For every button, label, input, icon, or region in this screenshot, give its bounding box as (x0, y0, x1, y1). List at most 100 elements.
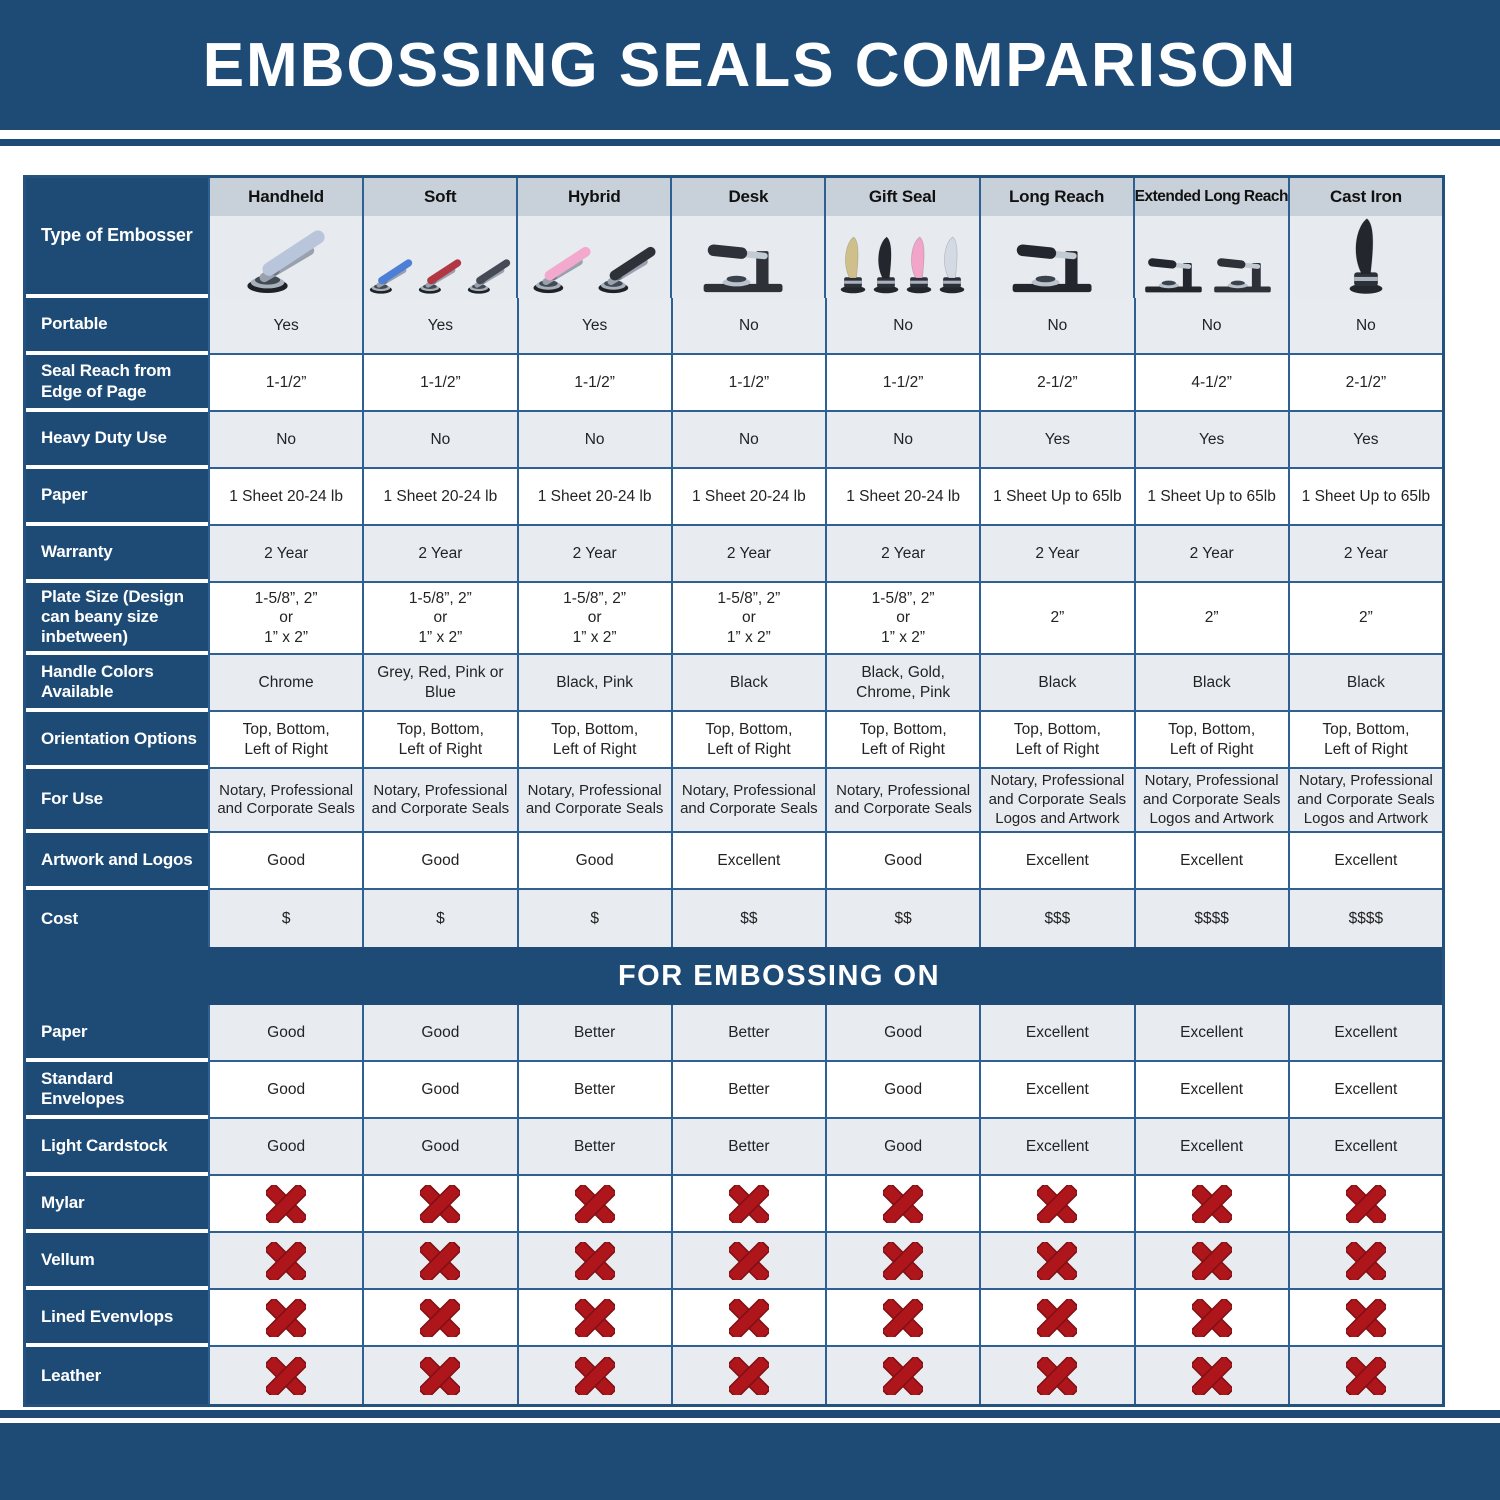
embosser-artwork (1144, 258, 1202, 293)
table-cell: Good (825, 1062, 980, 1120)
table-cell (1287, 1290, 1442, 1348)
table-cell: $ (208, 890, 363, 948)
table-cell (1287, 1233, 1442, 1291)
table-cell: Notary, Professional and Corporate Seals (208, 769, 363, 834)
type-of-embosser-row: Type of Embosser Handheld Soft Hybrid (26, 178, 1443, 298)
not-suitable-x-icon (728, 1356, 769, 1395)
footer-band (0, 1423, 1500, 1500)
embosser-artwork (873, 236, 899, 294)
table-row-seal-reach-from-edge-of-page: Seal Reach from Edge of Page 1-1/2” 1-1/2”… (26, 355, 1442, 412)
table-cell: No (516, 412, 671, 469)
not-suitable-x-icon (1191, 1184, 1232, 1223)
table-cell: Black, Gold, Chrome, Pink (825, 655, 980, 713)
table-cell: Good (208, 1119, 363, 1177)
table-cell: Yes (516, 298, 671, 355)
page-footer (0, 1410, 1500, 1500)
table-cell: Excellent (1287, 1119, 1442, 1177)
row-label: Heavy Duty Use (26, 412, 208, 469)
not-suitable-x-icon (1037, 1356, 1078, 1395)
table-cell: No (670, 412, 825, 469)
table-cell: Top, Bottom, Left of Right (516, 712, 671, 770)
table-cell: Notary, Professional and Corporate Seals… (1133, 769, 1288, 834)
embosser-artwork (468, 259, 511, 294)
column-handheld: Handheld (208, 178, 363, 298)
table-cell: 1-1/2” (362, 355, 517, 412)
embosser-artwork (1012, 244, 1092, 293)
table-cell: 1-5/8”, 2” or 1” x 2” (516, 583, 671, 656)
not-suitable-x-icon (1191, 1356, 1232, 1395)
row-label: Artwork and Logos (26, 833, 208, 891)
table-cell: Notary, Professional and Corporate Seals (362, 769, 517, 834)
column-header-label: Hybrid (518, 178, 671, 216)
column-header-label: Long Reach (980, 178, 1133, 216)
table-cell: Top, Bottom, Left of Right (825, 712, 980, 770)
footer-divider-white (0, 1418, 1500, 1423)
table-cell (825, 1347, 980, 1405)
not-suitable-x-icon (266, 1298, 307, 1337)
not-suitable-x-icon (574, 1184, 615, 1223)
not-suitable-x-icon (420, 1356, 461, 1395)
table-cell: Excellent (1133, 1062, 1288, 1120)
table-row-cost: Cost $ $ $ $$ $$ $$$ $$$$ $$$$ (26, 890, 1442, 948)
not-suitable-x-icon (420, 1241, 461, 1280)
not-suitable-x-icon (266, 1356, 307, 1395)
table-cell: 2” (979, 583, 1134, 656)
table-cell: No (1133, 298, 1288, 355)
embosser-artwork (906, 236, 932, 294)
table-cell: Grey, Red, Pink or Blue (362, 655, 517, 713)
table-cell: Good (208, 833, 363, 891)
table-cell: Notary, Professional and Corporate Seals… (979, 769, 1134, 834)
row-label: Leather (26, 1347, 208, 1405)
column-header-label: Cast Iron (1289, 178, 1443, 216)
embosser-artwork (1349, 217, 1383, 294)
row-label: Mylar (26, 1176, 208, 1234)
column-desk: Desk (670, 178, 825, 298)
table-row-paper: Paper Good Good Better Better Good Excellent Ex… (26, 1005, 1442, 1063)
table-cell: Excellent (979, 1119, 1134, 1177)
table-cell: 2-1/2” (1287, 355, 1442, 412)
table-cell: Top, Bottom, Left of Right (362, 712, 517, 770)
not-suitable-x-icon (1345, 1356, 1386, 1395)
table-cell: 1-5/8”, 2” or 1” x 2” (825, 583, 980, 656)
handheld-embosser-image (210, 216, 363, 298)
table-cell: 1 Sheet 20-24 lb (362, 469, 517, 526)
column-header-label: Soft (364, 178, 517, 216)
embosser-artwork (247, 230, 325, 293)
table-cell: Notary, Professional and Corporate Seals (516, 769, 671, 834)
row-label: Light Cardstock (26, 1119, 208, 1177)
page-title: EMBOSSING SEALS COMPARISON (0, 0, 1500, 130)
table-row-light-cardstock: Light Cardstock Good Good Better Better Good E… (26, 1119, 1442, 1177)
table-cell: Black (979, 655, 1134, 713)
table-cell: $$$$ (1287, 890, 1442, 948)
table-cell: Top, Bottom, Left of Right (208, 712, 363, 770)
embosser-artwork (840, 236, 866, 294)
not-suitable-x-icon (883, 1356, 924, 1395)
embosser-artwork (419, 259, 462, 294)
table-cell: 1-1/2” (516, 355, 671, 412)
table-cell: Black (1287, 655, 1442, 713)
not-suitable-x-icon (574, 1356, 615, 1395)
row-label: Seal Reach from Edge of Page (26, 355, 208, 412)
table-cell: 2 Year (1287, 526, 1442, 583)
table-cell: 1 Sheet 20-24 lb (670, 469, 825, 526)
table-cell: 2” (1133, 583, 1288, 656)
not-suitable-x-icon (1191, 1298, 1232, 1337)
table-cell: No (670, 298, 825, 355)
hybrid-embosser-image (518, 216, 671, 298)
table-cell (670, 1176, 825, 1234)
table-cell (1133, 1176, 1288, 1234)
desk-embosser-image (672, 216, 825, 298)
table-row-heavy-duty-use: Heavy Duty Use No No No No No Yes Yes Yes (26, 412, 1442, 469)
table-cell: Better (670, 1119, 825, 1177)
table-cell: 1-1/2” (670, 355, 825, 412)
not-suitable-x-icon (1191, 1241, 1232, 1280)
not-suitable-x-icon (420, 1298, 461, 1337)
table-row-artwork-and-logos: Artwork and Logos Good Good Good Excellent Go… (26, 833, 1442, 891)
table-cell: Excellent (979, 833, 1134, 891)
table-cell: Better (516, 1119, 671, 1177)
embosser-artwork (598, 246, 656, 294)
table-cell: Good (516, 833, 671, 891)
row-label: Plate Size (Design can beany size inbetw… (26, 583, 208, 656)
embosser-artwork (533, 246, 591, 294)
table-cell: Yes (208, 298, 363, 355)
